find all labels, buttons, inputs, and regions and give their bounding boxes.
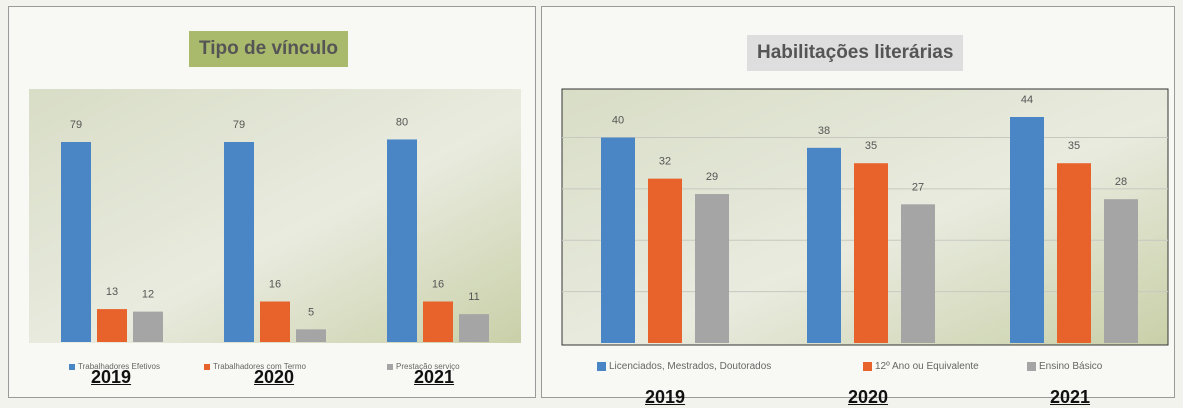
legend-label: Prestação serviço — [396, 362, 460, 371]
data-label: 79 — [233, 119, 245, 131]
data-label: 35 — [1068, 140, 1080, 152]
bar-12-ano-ou-equivalente-2020 — [854, 163, 888, 343]
data-label: 28 — [1115, 176, 1127, 188]
legend-item: 12º Ano ou Equivalente — [863, 361, 979, 372]
year-label-2021: 2021 — [414, 367, 455, 387]
bar-trabalhadores-com-termo-2020 — [260, 301, 290, 342]
data-label: 5 — [308, 306, 314, 318]
data-label: 40 — [612, 115, 624, 127]
bar-trabalhadores-com-termo-2021 — [423, 301, 453, 342]
plot-area — [29, 89, 521, 343]
legend-item: Trabalhadores Efetivos — [69, 362, 160, 371]
legend-swatch — [597, 361, 606, 371]
bar-trabalhadores-efetivos-2021 — [387, 139, 417, 342]
legend-label: 12º Ano ou Equivalente — [875, 361, 979, 372]
legend-label: Licenciados, Mestrados, Doutorados — [609, 361, 772, 372]
data-label: 13 — [106, 286, 118, 298]
data-label: 12 — [142, 289, 154, 301]
bar-licenciados-mestrados-doutorados-2021 — [1010, 117, 1044, 343]
legend-label: Ensino Básico — [1039, 361, 1103, 372]
bar-ensino-b-sico-2021 — [1104, 199, 1138, 343]
legend-item: Prestação serviço — [387, 362, 460, 371]
chart-title: Habilitações literárias — [747, 35, 964, 71]
chart-panel-habilitacoes: Habilitações literárias 40 32 29 38 35 27 44 35… — [541, 6, 1175, 407]
year-label-2019: 2019 — [645, 387, 686, 407]
bar-ensino-b-sico-2019 — [695, 194, 729, 343]
chart-title: Tipo de vínculo — [189, 31, 348, 67]
data-label: 80 — [396, 116, 408, 128]
data-label: 29 — [706, 171, 718, 183]
bar-12-ano-ou-equivalente-2021 — [1057, 163, 1091, 343]
legend-swatch — [387, 363, 393, 370]
bar-12-ano-ou-equivalente-2019 — [648, 178, 682, 343]
year-label-2019: 2019 — [91, 367, 132, 387]
bar-presta-o-servi-o-2020 — [296, 329, 326, 342]
legend-swatch — [1027, 361, 1036, 371]
year-label-2020: 2020 — [848, 387, 889, 407]
bar-presta-o-servi-o-2019 — [133, 311, 163, 342]
data-label: 44 — [1021, 94, 1033, 106]
data-label: 38 — [818, 125, 830, 137]
legend-swatch — [204, 363, 210, 370]
data-label: 32 — [659, 156, 671, 168]
bar-licenciados-mestrados-doutorados-2020 — [807, 147, 841, 343]
bar-licenciados-mestrados-doutorados-2019 — [601, 137, 635, 343]
legend-label: Trabalhadores Efetivos — [78, 362, 160, 371]
chart-tipo-vinculo: 79 13 12 79 16 5 80 16 11 — [29, 89, 521, 343]
legend-item: Trabalhadores com Termo — [204, 362, 306, 371]
legend-item: Ensino Básico — [1027, 361, 1102, 372]
chart-panel-tipo-vinculo: Tipo de vínculo 79 13 12 79 16 5 80 16 11 Trabal… — [8, 6, 536, 398]
bar-ensino-b-sico-2020 — [901, 204, 935, 343]
data-label: 79 — [70, 119, 82, 131]
data-label: 35 — [865, 140, 877, 152]
bar-trabalhadores-efetivos-2020 — [224, 142, 254, 342]
data-label: 16 — [269, 278, 281, 290]
bar-trabalhadores-efetivos-2019 — [61, 142, 91, 342]
legend-label: Trabalhadores com Termo — [213, 362, 306, 371]
legend-item: Licenciados, Mestrados, Doutorados — [597, 361, 771, 372]
bar-presta-o-servi-o-2021 — [459, 314, 489, 342]
legend-swatch — [69, 363, 75, 370]
legend-swatch — [863, 361, 872, 371]
data-label: 11 — [468, 291, 479, 303]
chart-habilitacoes: 40 32 29 38 35 27 44 35 28 — [561, 88, 1169, 346]
data-label: 27 — [912, 181, 924, 193]
year-label-2020: 2020 — [254, 367, 295, 387]
year-label-2021: 2021 — [1050, 387, 1091, 407]
bar-trabalhadores-com-termo-2019 — [97, 309, 127, 342]
data-label: 16 — [432, 278, 444, 290]
